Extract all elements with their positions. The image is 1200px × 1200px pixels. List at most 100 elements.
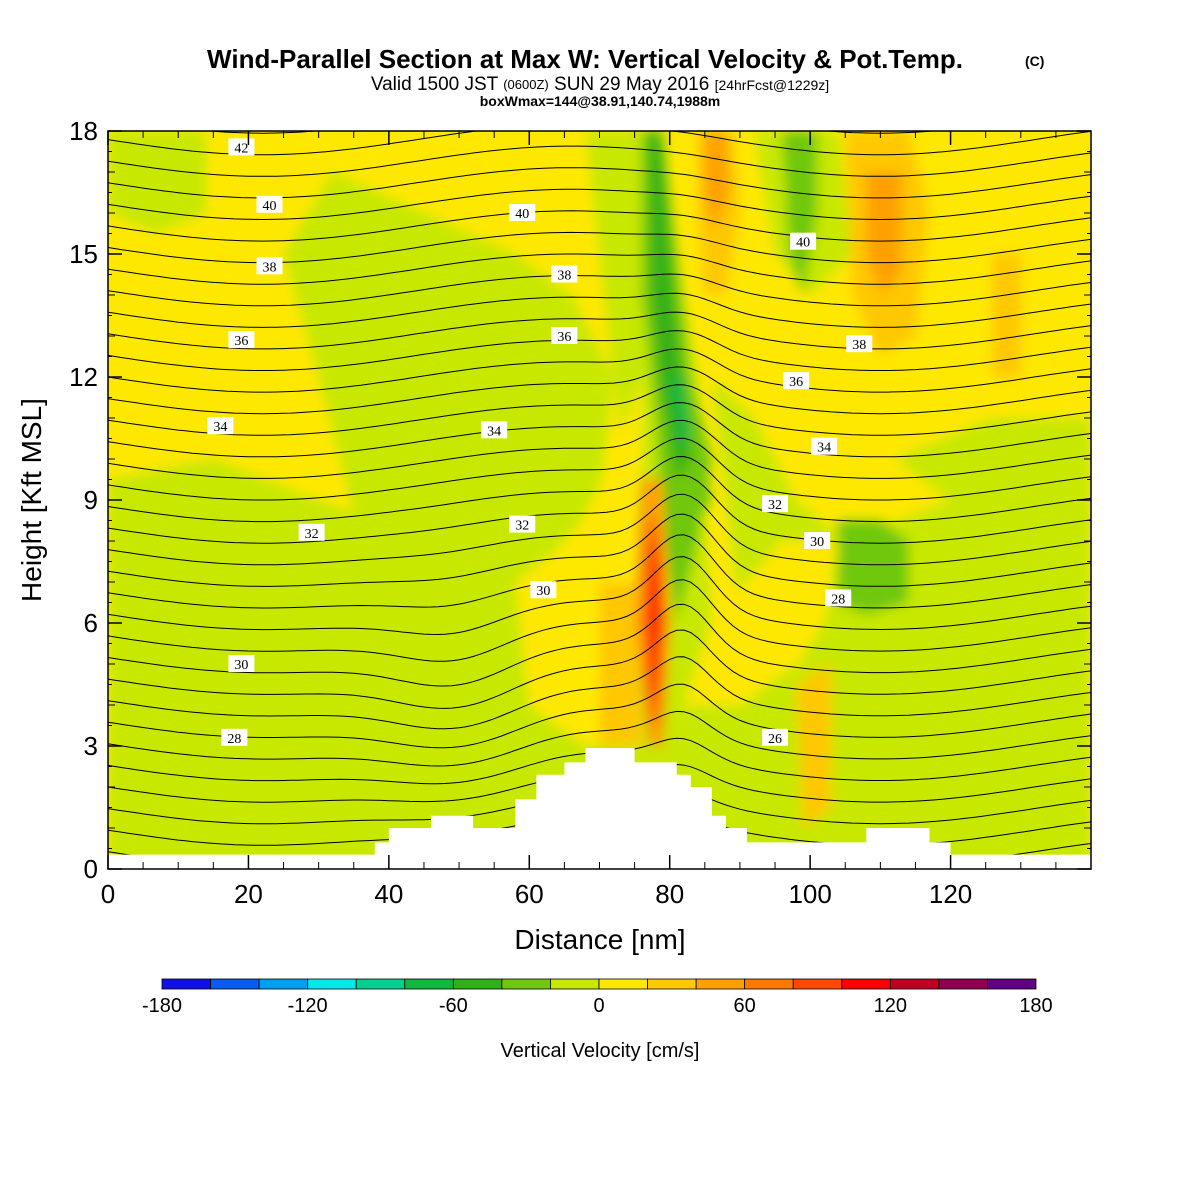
- colorbar-swatch: [889, 978, 940, 990]
- svg-text:40: 40: [515, 207, 529, 222]
- chart-subtitle-2: boxWmax=144@38.91,140.74,1988m: [480, 93, 721, 109]
- y-tick-label-18: 18: [69, 116, 98, 146]
- svg-text:34: 34: [817, 441, 831, 456]
- svg-text:36: 36: [234, 334, 248, 349]
- downdraft-band: [838, 520, 909, 615]
- theta-contour: [108, 656, 1091, 730]
- colorbar-swatch: [161, 978, 211, 990]
- contour-label-30: 30: [530, 581, 557, 599]
- svg-text:32: 32: [768, 498, 782, 513]
- contour-label-32: 32: [509, 515, 536, 534]
- updraft-region: [992, 254, 1021, 377]
- colorbar-tick--60: -60: [439, 995, 468, 1017]
- x-tick-label-60: 60: [515, 879, 544, 909]
- colorbar-label: Vertical Velocity [cm/s]: [501, 1040, 700, 1062]
- svg-text:34: 34: [213, 420, 227, 435]
- updraft-core: [704, 131, 730, 234]
- downdraft-band: [782, 131, 818, 295]
- colorbar-swatch: [647, 978, 697, 990]
- colorbar-swatch: [938, 978, 988, 990]
- theta-contour: [108, 534, 1091, 609]
- chart-subtitle: Valid 1500 JST (0600Z) SUN 29 May 2016 […: [371, 73, 829, 95]
- theta-contour: [108, 579, 1091, 662]
- y-tick-label-12: 12: [69, 362, 98, 392]
- weak-downdraft-region: [283, 172, 614, 623]
- contour-label-40: 40: [509, 204, 536, 222]
- updraft-region: [796, 664, 832, 828]
- svg-text:38: 38: [852, 338, 866, 353]
- colorbar-tick-0: 0: [593, 995, 604, 1017]
- colorbar-tick-120: 120: [874, 995, 907, 1017]
- colorbar-swatch: [987, 978, 1037, 990]
- svg-text:28: 28: [227, 732, 241, 747]
- x-tick-label-100: 100: [788, 879, 831, 909]
- theta-contour: [108, 131, 1091, 156]
- contour-label-38: 38: [846, 335, 873, 353]
- colorbar-swatch: [550, 978, 600, 990]
- contour-label-32: 32: [298, 523, 325, 542]
- y-tick-label-3: 3: [84, 731, 98, 761]
- contour-label-34: 34: [207, 417, 234, 435]
- contour-label-40: 40: [790, 232, 817, 251]
- y-tick-label-6: 6: [84, 608, 98, 638]
- theta-contour: [108, 402, 1091, 458]
- updraft-region: [599, 582, 642, 746]
- x-tick-label-40: 40: [374, 879, 403, 909]
- theta-contour: [108, 513, 1091, 587]
- theta-contour: [108, 493, 1091, 566]
- contour-label-42: 42: [228, 138, 255, 156]
- terrain: [108, 748, 1091, 869]
- x-tick-label-80: 80: [655, 879, 684, 909]
- svg-text:36: 36: [789, 375, 803, 390]
- theta-contour: [108, 253, 1091, 285]
- chart-title: Wind-Parallel Section at Max W: Vertical…: [207, 44, 963, 74]
- theta-contour: [108, 710, 1091, 767]
- theta-contour: [108, 188, 1091, 221]
- contour-label-30: 30: [228, 655, 255, 673]
- subtitle-utc: (0600Z): [503, 77, 549, 92]
- contour-label-36: 36: [783, 372, 810, 390]
- y-tick-label-15: 15: [69, 239, 98, 269]
- svg-text:40: 40: [796, 236, 810, 251]
- svg-text:30: 30: [810, 535, 824, 550]
- theta-contour: [108, 366, 1091, 415]
- main-updraft-core: [649, 561, 660, 685]
- y-tick-label-9: 9: [84, 485, 98, 515]
- svg-text:38: 38: [262, 260, 276, 275]
- colorbar-swatch: [501, 978, 551, 990]
- theta-contour: [108, 348, 1091, 393]
- contour-label-38: 38: [256, 257, 283, 275]
- subtitle-valid: Valid 1500 JST: [371, 74, 499, 95]
- colorbar-swatch: [792, 978, 843, 990]
- theta-contour: [108, 603, 1091, 687]
- subtitle-date: SUN 29 May 2016: [554, 74, 709, 95]
- theta-contour: [108, 311, 1091, 350]
- weak-downdraft-region: [108, 459, 614, 869]
- x-tick-label-0: 0: [101, 879, 115, 909]
- colorbar-swatch: [404, 978, 454, 990]
- theta-contour: [108, 556, 1091, 636]
- chart-title-suffix: (C): [1025, 53, 1044, 69]
- colorbar-swatch: [841, 978, 891, 990]
- contour-label-40: 40: [256, 195, 283, 214]
- svg-text:30: 30: [234, 658, 248, 673]
- theta-contour: [108, 437, 1091, 501]
- contour-labels: 26 28 28 30 30 30 32 32 32 34 34 34 36 36 36 38 38 38 40 40…: [207, 138, 873, 747]
- weak-downdraft-region: [108, 131, 207, 234]
- svg-text:32: 32: [515, 519, 529, 534]
- theta-contour: [108, 273, 1091, 307]
- contour-label-30: 30: [804, 532, 831, 550]
- theta-contour: [108, 683, 1091, 749]
- theta-contour: [108, 455, 1091, 523]
- svg-text:30: 30: [536, 584, 550, 599]
- colorbar-swatch: [452, 978, 503, 990]
- colorbar-swatch: [744, 978, 794, 990]
- svg-text:40: 40: [262, 199, 276, 214]
- colorbar-swatch: [210, 978, 260, 990]
- svg-text:42: 42: [234, 141, 248, 156]
- theta-contour: [108, 330, 1091, 371]
- colorbar-tick-60: 60: [734, 995, 756, 1017]
- contour-label-34: 34: [811, 437, 838, 456]
